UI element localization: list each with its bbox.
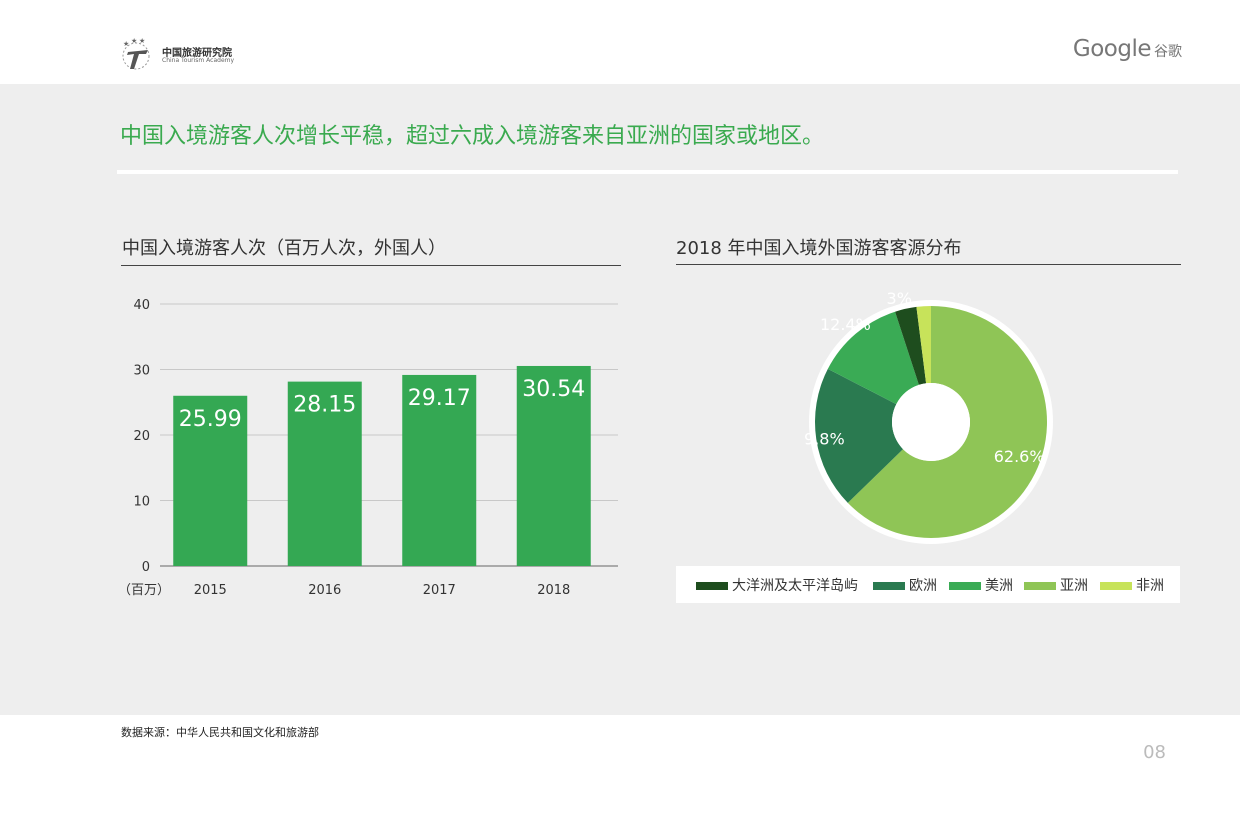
legend-item-africa: 非洲 — [1100, 575, 1164, 594]
page-header: ★ ★ ★ 中国旅游研究院 China Tourism Academy Goog… — [0, 0, 1240, 84]
slice-data-label: 12.4% — [820, 315, 871, 334]
legend-swatch — [1024, 582, 1056, 590]
bar-data-label: 30.54 — [522, 377, 585, 402]
legend-swatch — [696, 582, 728, 590]
y-tick-label: 20 — [133, 429, 150, 444]
legend-item-oceania: 大洋洲及太平洋岛屿 — [696, 575, 858, 594]
x-tick-label: 2017 — [423, 583, 456, 598]
data-source-note: 数据来源：中华人民共和国文化和旅游部 — [121, 726, 319, 739]
y-tick-label: 30 — [133, 364, 150, 379]
headline-divider — [117, 170, 1178, 174]
x-tick-label: 2018 — [537, 583, 570, 598]
org-name-cn: 中国旅游研究院 — [162, 48, 232, 59]
bar — [516, 365, 591, 566]
pie-legend: 大洋洲及太平洋岛屿 欧洲 美洲 亚洲 非洲 — [676, 566, 1180, 603]
donut-hole — [892, 383, 970, 461]
y-unit-label: （百万） — [118, 583, 170, 598]
page-headline: 中国入境游客人次增长平稳，超过六成入境游客来自亚洲的国家或地区。 — [120, 124, 825, 149]
org-name-en: China Tourism Academy — [162, 57, 235, 64]
bar-data-label: 28.15 — [293, 393, 356, 418]
donut-slice — [916, 306, 931, 384]
legend-swatch — [873, 582, 905, 590]
donut-slice — [814, 368, 904, 503]
legend-label: 亚洲 — [1060, 578, 1088, 594]
slice-data-label: 2% — [914, 292, 939, 295]
legend-item-europe: 欧洲 — [873, 575, 937, 594]
legend-item-americas: 美洲 — [949, 575, 1013, 594]
page-number: 08 — [1143, 742, 1166, 763]
donut-chart: 62.6% 19.8% 12.4% 3%2% — [805, 292, 1053, 544]
y-tick-label: 10 — [133, 495, 150, 510]
google-cn-label: 谷歌 — [1154, 44, 1182, 60]
bar-chart-title: 中国入境游客人次（百万人次，外国人） — [122, 238, 446, 259]
donut-slice — [895, 306, 927, 385]
google-logo: Google 谷歌 — [1073, 36, 1182, 66]
svg-text:★: ★ — [139, 37, 145, 45]
slice-data-label: 19.8% — [805, 430, 845, 449]
slice-data-label: 3% — [887, 292, 912, 308]
donut-slice — [827, 311, 919, 405]
x-tick-label: 2016 — [308, 583, 341, 598]
bar-chart-title-rule — [121, 265, 621, 266]
bar — [287, 381, 362, 566]
legend-label: 非洲 — [1136, 578, 1164, 594]
bar-data-label: 29.17 — [408, 386, 471, 411]
academy-emblem-icon: ★ ★ ★ — [122, 37, 150, 70]
svg-text:★: ★ — [131, 37, 137, 45]
legend-swatch — [1100, 582, 1132, 590]
svg-text:★: ★ — [123, 40, 129, 48]
legend-swatch — [949, 582, 981, 590]
legend-label: 美洲 — [985, 578, 1013, 594]
slice-data-label: 62.6% — [994, 447, 1045, 466]
bar-data-label: 25.99 — [179, 407, 242, 432]
china-tourism-academy-logo: ★ ★ ★ 中国旅游研究院 China Tourism Academy — [118, 36, 248, 72]
y-tick-label: 40 — [133, 298, 150, 313]
pie-chart-title: 2018 年中国入境外国游客客源分布 — [676, 238, 962, 259]
bar — [173, 395, 248, 566]
legend-label: 大洋洲及太平洋岛屿 — [732, 578, 858, 594]
y-tick-label: 0 — [142, 560, 150, 575]
bar-chart: 0 10 20 30 40 25.99 2015 28.15 2016 29.17 2017 30.5… — [118, 298, 618, 598]
google-wordmark: Google — [1072, 36, 1152, 62]
pie-chart-title-rule — [676, 264, 1181, 265]
legend-item-asia: 亚洲 — [1024, 575, 1088, 594]
legend-label: 欧洲 — [909, 578, 937, 594]
bar — [402, 374, 477, 566]
donut-slice — [847, 306, 1048, 538]
x-tick-label: 2015 — [194, 583, 227, 598]
